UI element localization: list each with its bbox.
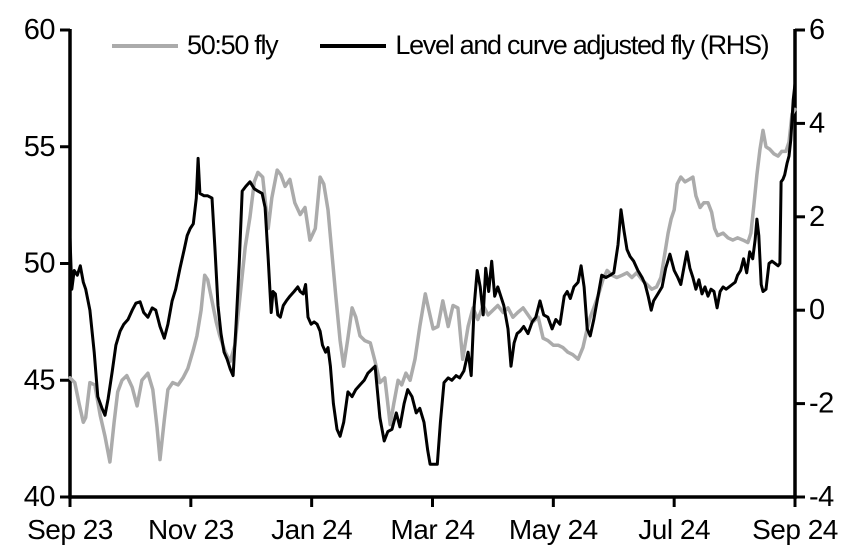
left-axis-tick-label: 40 — [24, 481, 55, 513]
x-axis-tick-label: Sep 23 — [27, 514, 113, 545]
right-axis-tick-label: 4 — [809, 107, 825, 139]
right-axis-tick-label: -4 — [809, 481, 834, 513]
x-axis-tick-label: Jan 24 — [271, 514, 352, 545]
right-axis-tick-label: -2 — [809, 388, 834, 420]
left-axis-tick-label: 60 — [24, 14, 55, 46]
x-axis-tick-label: Nov 23 — [148, 514, 234, 545]
legend-item-5050-fly: 50:50 fly — [112, 30, 279, 61]
right-axis-tick-label: 2 — [809, 201, 825, 233]
black-line-swatch — [320, 43, 387, 48]
right-axis-tick-label: 6 — [809, 14, 825, 46]
left-axis-tick-label: 50 — [24, 248, 55, 280]
gray-line-swatch — [112, 43, 178, 48]
x-axis-tick-label: May 24 — [509, 514, 598, 545]
x-axis-tick-label: Sep 24 — [752, 514, 838, 545]
series-line-1 — [68, 82, 797, 466]
legend: 50:50 fly Level and curve adjusted fly (… — [112, 30, 770, 61]
x-axis-tick-label: Mar 24 — [390, 514, 474, 545]
right-axis-tick-label: 0 — [809, 294, 825, 326]
left-axis-tick-label: 55 — [24, 131, 55, 163]
series-line-0 — [68, 107, 797, 464]
legend-label-adjusted-fly: Level and curve adjusted fly (RHS) — [395, 30, 769, 60]
legend-label-5050-fly: 50:50 fly — [187, 30, 279, 60]
left-axis-tick-label: 45 — [24, 364, 55, 396]
legend-item-adjusted-fly: Level and curve adjusted fly (RHS) — [320, 30, 770, 61]
x-axis-tick-label: Jul 24 — [638, 514, 710, 545]
